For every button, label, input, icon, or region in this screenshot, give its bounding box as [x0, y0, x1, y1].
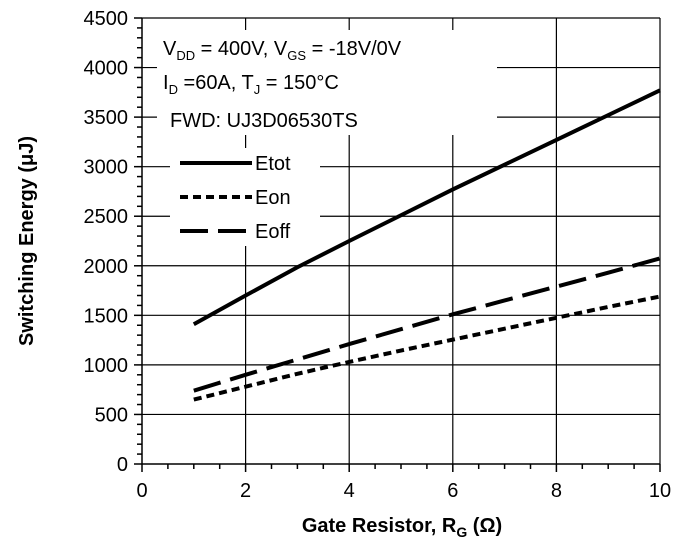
- annotation-box: VDD = 400V, VGS = -18V/0V ID =60A, TJ = …: [157, 30, 497, 135]
- axes: [134, 17, 661, 472]
- y-tick-label: 500: [95, 404, 128, 426]
- x-tick-label: 2: [240, 480, 251, 502]
- legend: Etot Eon Eoff: [170, 148, 320, 246]
- y-tick-label: 2500: [84, 206, 129, 228]
- y-tick-label: 2000: [84, 256, 129, 278]
- legend-label-eoff: Eoff: [255, 221, 291, 243]
- y-tick-label: 3500: [84, 107, 129, 129]
- x-tick-label: 10: [649, 480, 671, 502]
- annotation-background: [157, 30, 497, 135]
- x-tick-label: 0: [136, 480, 147, 502]
- x-tick-label: 8: [551, 480, 562, 502]
- annotation-line-3: FWD: UJ3D06530TS: [170, 110, 358, 132]
- x-axis-title: Gate Resistor, RG (Ω): [302, 515, 502, 540]
- series-lines: [192, 88, 661, 402]
- series-line-eoff: [193, 256, 661, 393]
- annotation-line-1: VDD = 400V, VGS = -18V/0V: [163, 38, 402, 63]
- y-tick-label: 4000: [84, 58, 129, 80]
- y-tick-label: 3000: [84, 157, 129, 179]
- x-tick-labels: 0 2 4 6 8 10: [136, 480, 671, 502]
- x-tick-label: 4: [344, 480, 355, 502]
- annotation-line-2: ID =60A, TJ = 150°C: [163, 72, 339, 97]
- legend-label-etot: Etot: [255, 153, 291, 175]
- y-tick-label: 4500: [84, 8, 129, 30]
- y-tick-label: 1500: [84, 305, 129, 327]
- x-tick-label: 6: [447, 480, 458, 502]
- legend-label-eon: Eon: [255, 187, 291, 209]
- y-tick-labels: 0 500 1000 1500 2000 2500 3000 3500 4000 4500: [84, 8, 129, 476]
- series-line-eon: [193, 294, 661, 402]
- series-line-etot: [192, 88, 661, 327]
- y-tick-label: 0: [117, 454, 128, 476]
- y-axis-title: Switching Energy (μJ): [16, 136, 38, 346]
- y-tick-label: 1000: [84, 355, 129, 377]
